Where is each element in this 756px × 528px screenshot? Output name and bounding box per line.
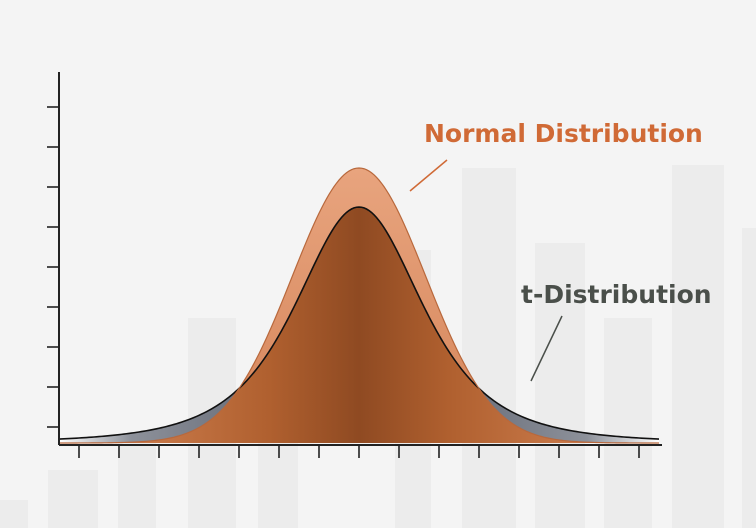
distribution-areas [58, 167, 660, 444]
background-bar-10 [742, 228, 756, 528]
background-bar-2 [118, 440, 156, 528]
t-distribution-label: t-Distribution [521, 280, 712, 309]
axes [47, 72, 662, 458]
normal-distribution-label: Normal Distribution [424, 119, 703, 148]
normal-distribution-area [59, 167, 659, 443]
background-bar-8 [604, 318, 652, 528]
background-bar-1 [48, 470, 98, 528]
t-distribution-leader-line [530, 315, 563, 382]
background-bar-6 [462, 168, 516, 528]
background-bar-7 [535, 243, 585, 528]
normal-distribution-leader-line [409, 159, 448, 192]
t-distribution-line [58, 206, 660, 440]
background-bar-9 [672, 165, 724, 528]
annotations: Normal Distribution t-Distribution [409, 119, 712, 382]
background-bar-0 [0, 500, 28, 528]
normal-distribution-line [59, 167, 659, 444]
